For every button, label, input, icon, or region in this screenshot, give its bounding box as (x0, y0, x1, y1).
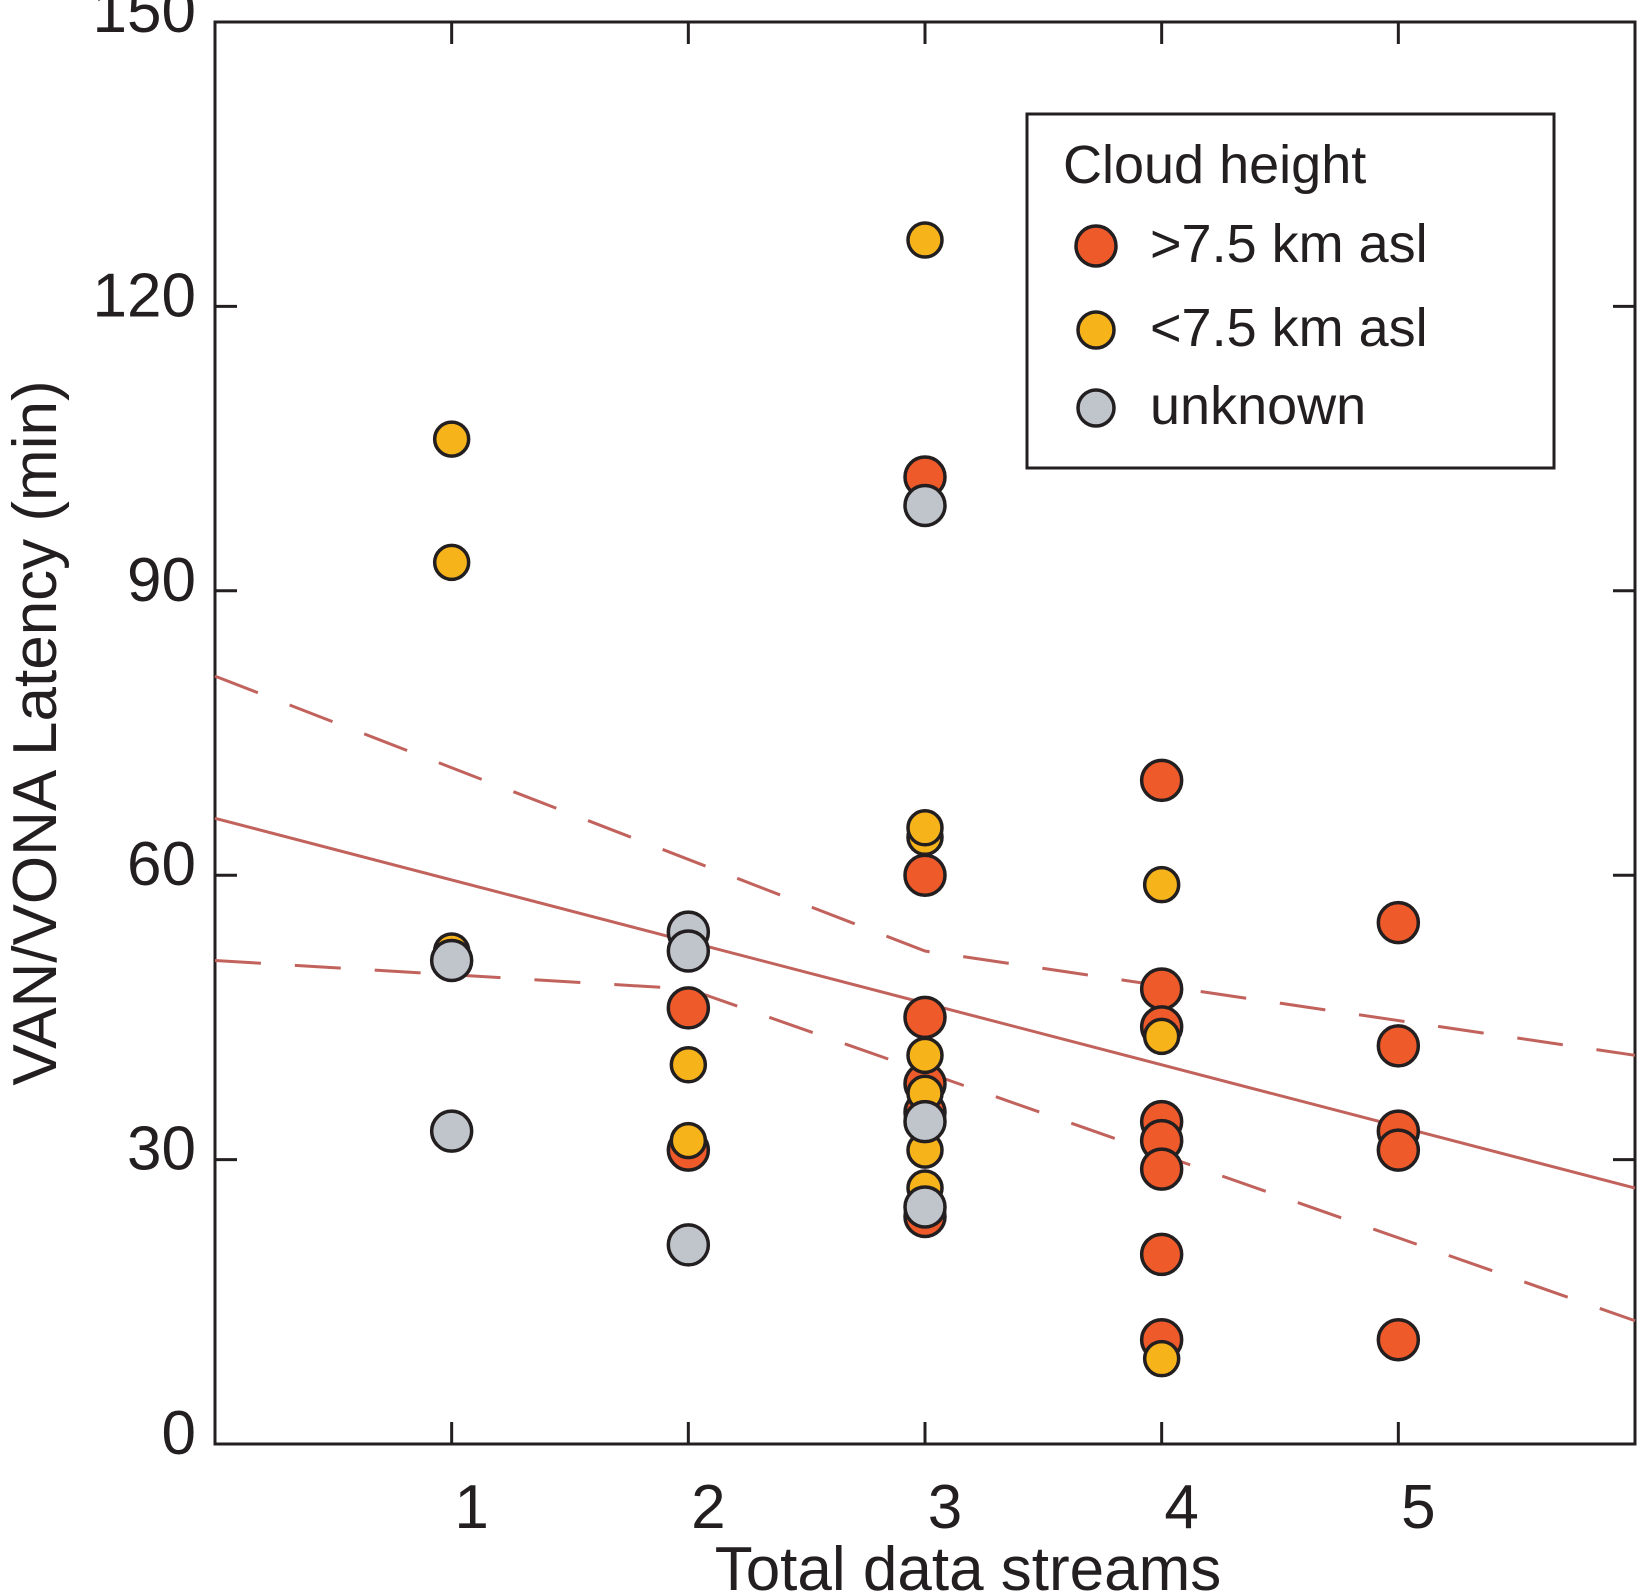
data-point-unknown (666, 929, 711, 973)
data-point-low (906, 809, 944, 847)
data-point-high (1139, 1147, 1184, 1191)
data-point-high (1376, 1128, 1421, 1172)
legend-marker-high (1074, 224, 1118, 268)
data-point-unknown (429, 1109, 474, 1153)
data-point-unknown (666, 1223, 711, 1267)
data-point-low (432, 420, 471, 458)
axis-ticks: 1 2 3 4 5 0 30 60 90 120 150 (93, 0, 1635, 1542)
confidence-line (214, 959, 1636, 1323)
y-tick-label: 60 (127, 830, 196, 899)
x-tick-label: 5 (1401, 1473, 1435, 1542)
legend-marker-low (1076, 310, 1116, 350)
legend: Cloud height >7.5 km asl <7.5 km asl unk… (1025, 112, 1556, 470)
data-point-high (903, 995, 947, 1040)
data-point-high (903, 853, 947, 897)
data-point-low (1142, 1339, 1181, 1378)
x-tick-label: 3 (928, 1473, 962, 1542)
data-point-low (1142, 1017, 1181, 1056)
y-tick-label: 90 (127, 546, 196, 615)
x-tick-label: 2 (691, 1473, 725, 1542)
y-tick-label: 0 (162, 1399, 196, 1468)
data-point-low (906, 221, 944, 259)
legend-label-unknown: unknown (1150, 376, 1366, 436)
data-point-unknown (903, 1185, 947, 1229)
legend-label-high: >7.5 km asl (1150, 214, 1428, 274)
confidence-line (214, 674, 1636, 1057)
x-axis-title: Total data streams (715, 1535, 1222, 1596)
y-tick-label: 30 (127, 1115, 196, 1184)
data-point-high (1376, 1024, 1421, 1068)
x-tick-label: 1 (454, 1473, 488, 1542)
data-point-low (1142, 865, 1181, 904)
data-point-high (1139, 1232, 1184, 1277)
data-point-unknown (903, 483, 947, 528)
data-point-high (1376, 1317, 1421, 1362)
data-point-high (1139, 967, 1184, 1011)
data-point-low (669, 1121, 708, 1160)
y-tick-label: 120 (93, 261, 196, 330)
y-axis-title: VAN/VONA Latency (min) (1, 380, 70, 1085)
data-point-low (906, 1036, 944, 1075)
legend-title: Cloud height (1063, 135, 1366, 195)
data-points (429, 221, 1421, 1378)
data-point-low (432, 543, 471, 582)
data-point-low (669, 1046, 708, 1084)
data-point-unknown (903, 1099, 947, 1144)
x-tick-label: 4 (1164, 1473, 1198, 1542)
y-tick-label: 150 (93, 0, 196, 46)
data-point-high (1376, 900, 1421, 945)
legend-label-low: <7.5 km asl (1150, 298, 1428, 358)
data-point-high (1139, 758, 1184, 803)
data-point-unknown (429, 938, 474, 983)
legend-marker-unknown (1076, 388, 1116, 428)
data-point-high (666, 986, 711, 1030)
